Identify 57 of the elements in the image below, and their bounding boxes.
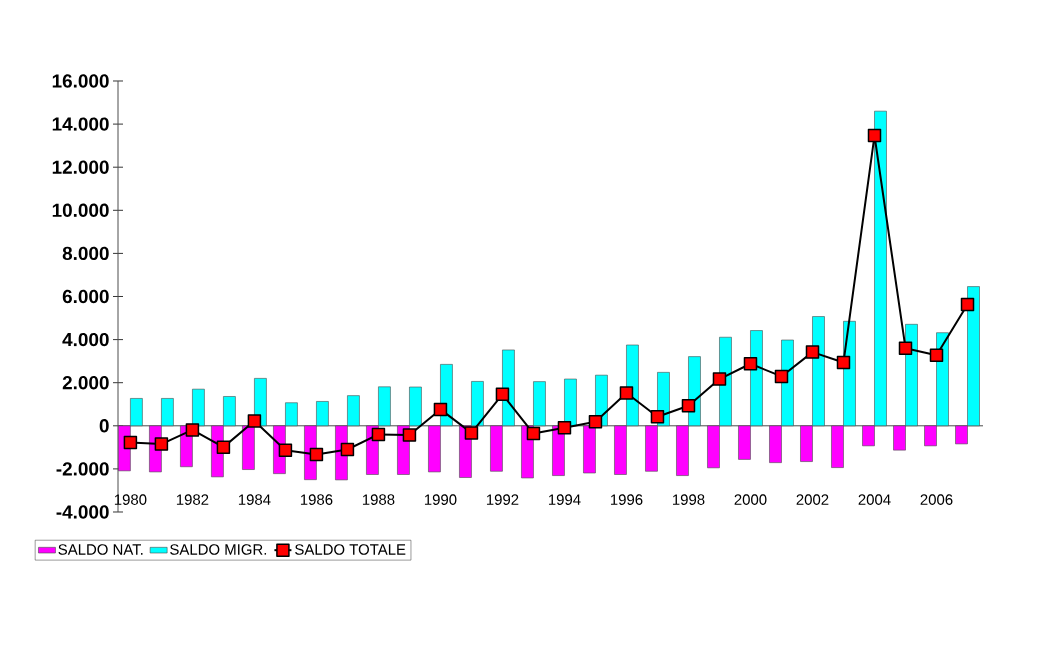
point <box>371 427 386 442</box>
point <box>867 128 882 143</box>
point <box>743 356 758 371</box>
point <box>464 426 479 440</box>
x-tick-label: 2002 <box>796 494 829 505</box>
point <box>340 442 355 457</box>
y-tick-label: -2.000 <box>56 462 109 476</box>
x-tick-label: 1994 <box>548 494 581 505</box>
point <box>526 426 541 441</box>
x-tick-label: 1998 <box>672 494 705 505</box>
y-tick-label: 16.000 <box>52 74 109 88</box>
point <box>898 341 913 355</box>
x-tick-label: 1996 <box>610 494 643 505</box>
point <box>495 387 510 402</box>
point <box>619 386 634 400</box>
point <box>681 399 696 413</box>
y-tick-label: 12.000 <box>52 160 109 174</box>
point <box>402 428 417 442</box>
legend-label: SALDO TOTALE <box>295 544 406 555</box>
x-tick-label: 1982 <box>176 494 209 505</box>
point <box>185 423 200 437</box>
y-tick-label: 10.000 <box>52 203 109 217</box>
point <box>929 348 944 363</box>
x-tick-label: 1986 <box>300 494 333 505</box>
point <box>309 447 324 462</box>
point <box>278 443 293 457</box>
x-tick-label: 1988 <box>362 494 395 505</box>
y-tick-label: 0 <box>99 419 109 433</box>
point <box>154 437 169 451</box>
point <box>650 410 665 424</box>
y-tick-label: 8.000 <box>62 246 109 261</box>
legend-label: SALDO MIGR. <box>170 544 267 555</box>
point <box>433 402 448 417</box>
point <box>836 355 851 370</box>
x-tick-label: 1980 <box>114 494 147 505</box>
point <box>247 414 262 428</box>
legend-label: SALDO NAT. <box>58 544 143 555</box>
point <box>960 297 975 312</box>
y-tick-label: 2.000 <box>62 376 109 390</box>
x-tick-label: 2004 <box>858 494 891 505</box>
point <box>805 345 820 359</box>
y-tick-label: 6.000 <box>62 289 109 304</box>
point <box>557 420 572 435</box>
point <box>588 414 603 429</box>
point <box>123 435 138 450</box>
point <box>774 369 789 384</box>
point <box>712 372 727 386</box>
x-tick-label: 1992 <box>486 494 519 505</box>
y-tick-label: 4.000 <box>62 332 109 347</box>
x-tick-label: 2006 <box>920 494 953 505</box>
bar <box>564 378 577 427</box>
y-tick-label: -4.000 <box>56 505 109 519</box>
x-tick-label: 1990 <box>424 494 457 505</box>
x-tick-label: 1984 <box>238 494 271 505</box>
point <box>216 440 231 454</box>
x-tick-label: 2000 <box>734 494 767 505</box>
y-tick-label: 14.000 <box>52 117 109 131</box>
